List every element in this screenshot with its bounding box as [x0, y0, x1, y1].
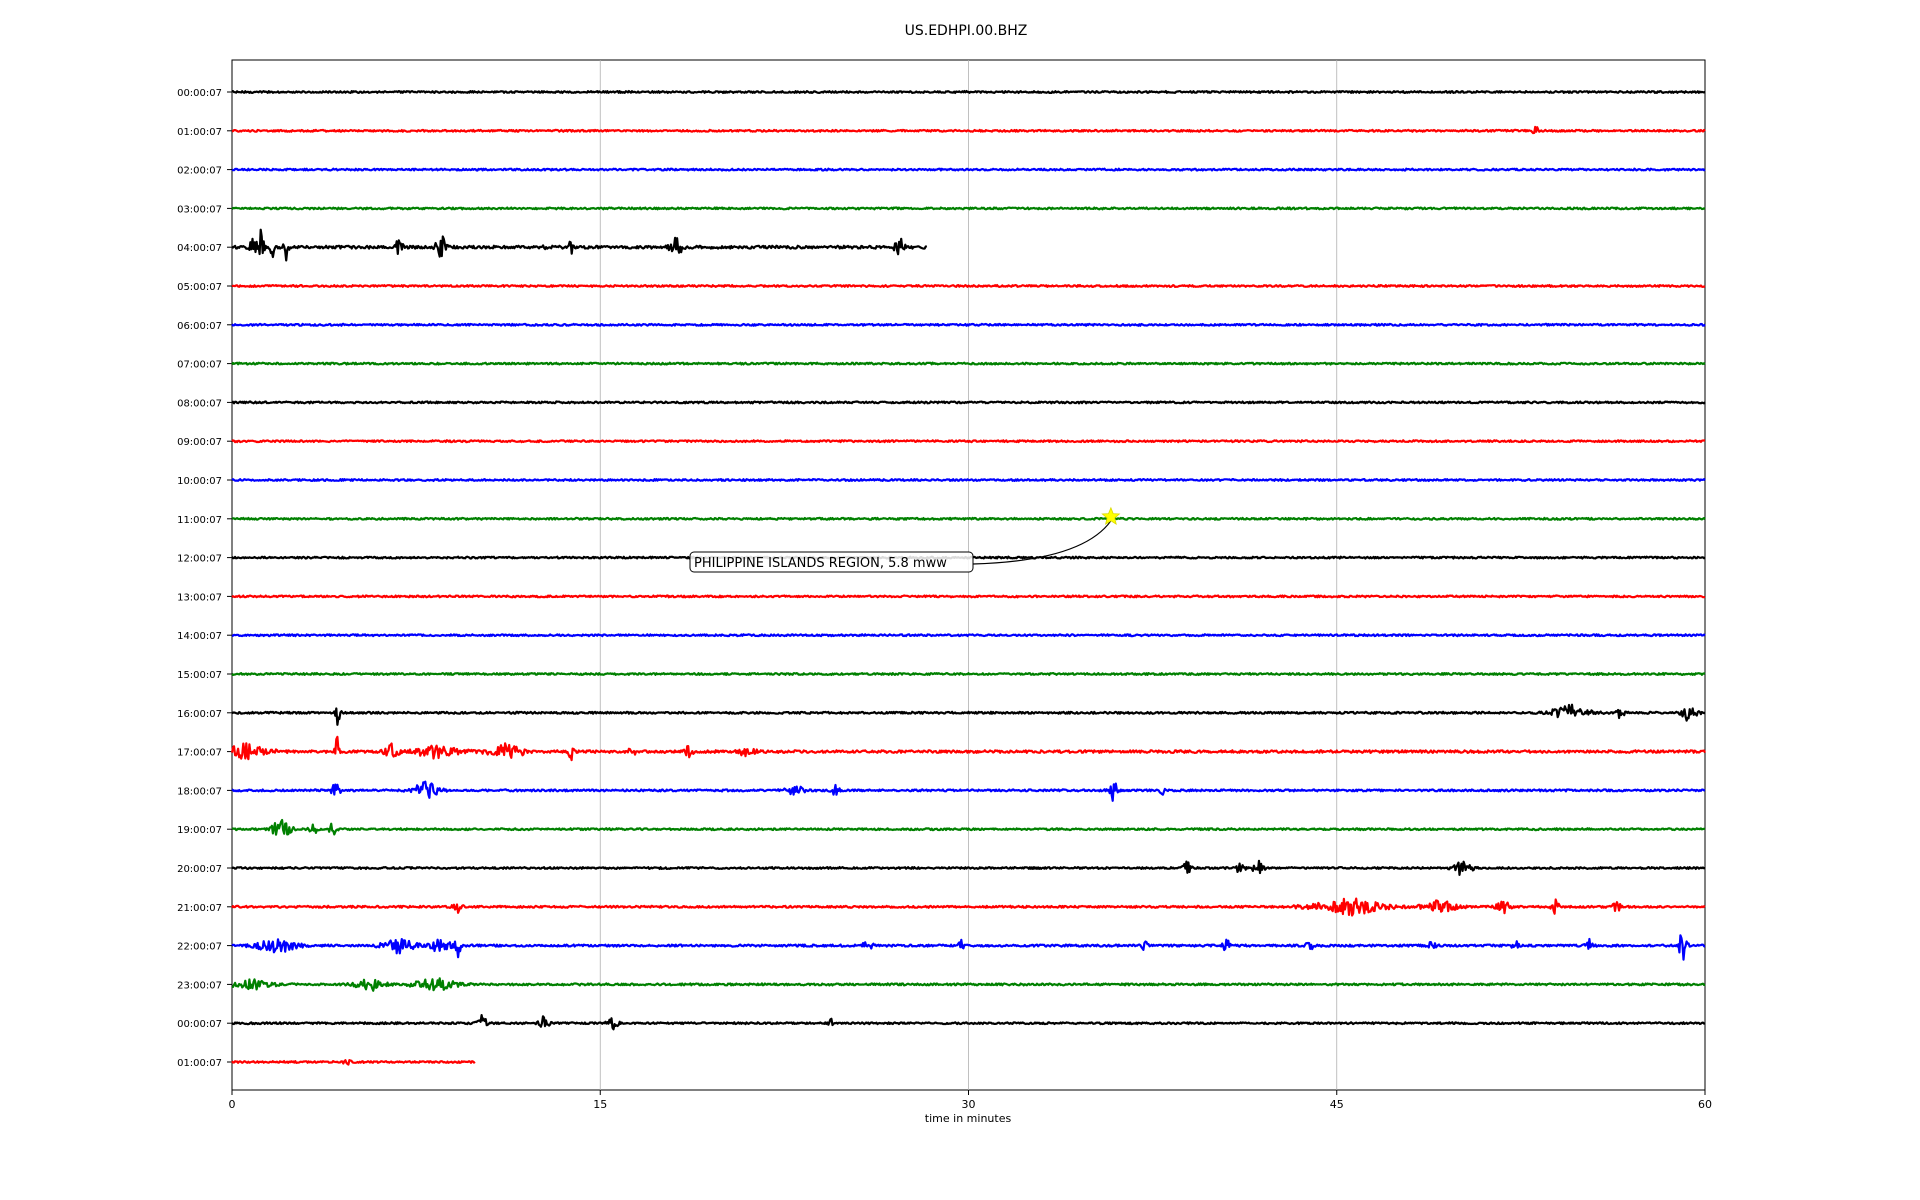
event-label-box [689, 551, 974, 573]
trace-row-17 [230, 735, 1706, 762]
row-label-21: 21:00:07 [177, 903, 222, 914]
x-tick-label-4: 60 [1698, 1098, 1712, 1111]
trace-row-3 [231, 206, 1706, 211]
row-label-15: 15:00:07 [177, 670, 222, 681]
x-tick-label-1: 15 [593, 1098, 607, 1111]
trace-row-0 [231, 89, 1706, 95]
x-tick-label-0: 0 [229, 1098, 236, 1111]
row-label-7: 07:00:07 [177, 360, 222, 371]
trace-row-4 [231, 228, 928, 262]
trace-row-18 [231, 780, 1706, 802]
grid-lines [599, 60, 1338, 1090]
row-label-25: 01:00:07 [177, 1058, 222, 1069]
row-label-1: 01:00:07 [177, 127, 222, 138]
row-label-5: 05:00:07 [177, 282, 222, 293]
trace-row-22 [231, 934, 1706, 961]
row-label-13: 13:00:07 [177, 592, 222, 603]
row-label-22: 22:00:07 [177, 942, 222, 953]
trace-row-7 [231, 361, 1706, 366]
x-tick-label-2: 30 [962, 1098, 976, 1111]
event-leader-line [972, 520, 1112, 565]
row-label-11: 11:00:07 [177, 515, 222, 526]
row-labels: 00:00:07 01:00:07 02:00:07 03:00:07 04:00:07… [177, 88, 232, 1069]
row-label-19: 19:00:07 [177, 825, 222, 836]
trace-row-14 [231, 633, 1706, 638]
row-label-20: 20:00:07 [177, 864, 222, 875]
row-label-0: 00:00:07 [177, 88, 222, 99]
trace-row-20 [231, 859, 1706, 877]
trace-row-24 [231, 1013, 1706, 1031]
trace-row-19 [231, 818, 1706, 836]
trace-row-8 [231, 400, 1706, 405]
row-label-18: 18:00:07 [177, 786, 222, 797]
trace-row-9 [231, 439, 1706, 444]
row-label-24: 00:00:07 [177, 1019, 222, 1030]
event-star-icon [1101, 506, 1121, 525]
chart-title: US.EDHPI.00.BHZ [905, 23, 1028, 39]
trace-row-23 [231, 977, 1706, 992]
traces [230, 89, 1706, 1066]
row-label-9: 09:00:07 [177, 437, 222, 448]
row-label-3: 03:00:07 [177, 204, 222, 215]
x-tick-label-3: 45 [1330, 1098, 1344, 1111]
row-label-2: 02:00:07 [177, 166, 222, 177]
annotation-layer: PHILIPPINE ISLANDS REGION, 5.8 mww [689, 506, 1121, 573]
trace-row-21 [231, 897, 1706, 917]
x-axis-label: time in minutes [925, 1112, 1012, 1125]
row-label-17: 17:00:07 [177, 748, 222, 759]
trace-row-25 [231, 1058, 476, 1066]
row-label-10: 10:00:07 [177, 476, 222, 487]
trace-row-1 [231, 125, 1706, 135]
trace-row-2 [231, 167, 1706, 172]
row-label-12: 12:00:07 [177, 554, 222, 565]
trace-row-5 [231, 284, 1706, 288]
row-label-14: 14:00:07 [177, 631, 222, 642]
trace-row-13 [231, 594, 1706, 599]
row-label-4: 04:00:07 [177, 243, 222, 254]
trace-row-10 [231, 478, 1706, 482]
event-label: PHILIPPINE ISLANDS REGION, 5.8 mww [694, 556, 947, 571]
trace-row-6 [231, 322, 1706, 327]
trace-row-15 [231, 671, 1706, 677]
row-label-16: 16:00:07 [177, 709, 222, 720]
x-axis: 0 15 30 45 60 [229, 1090, 1712, 1111]
row-label-23: 23:00:07 [177, 980, 222, 991]
row-label-8: 08:00:07 [177, 398, 222, 409]
trace-row-16 [231, 703, 1706, 726]
row-label-6: 06:00:07 [177, 321, 222, 332]
trace-row-11 [231, 516, 1706, 521]
